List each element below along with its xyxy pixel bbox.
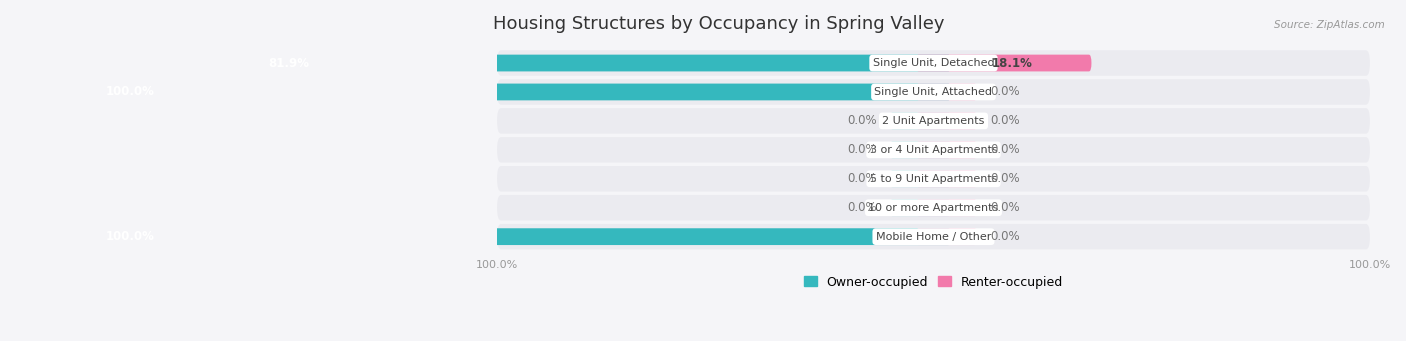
FancyBboxPatch shape [498,224,1369,249]
Text: Single Unit, Attached: Single Unit, Attached [875,87,993,97]
Text: 2 Unit Apartments: 2 Unit Apartments [883,116,984,126]
FancyBboxPatch shape [917,113,977,129]
Text: 0.0%: 0.0% [990,201,1019,214]
Text: Source: ZipAtlas.com: Source: ZipAtlas.com [1274,20,1385,30]
Text: 0.0%: 0.0% [848,115,877,128]
FancyBboxPatch shape [498,195,1369,220]
Text: 0.0%: 0.0% [848,143,877,156]
FancyBboxPatch shape [498,50,1369,76]
FancyBboxPatch shape [60,228,950,245]
FancyBboxPatch shape [917,55,1091,71]
FancyBboxPatch shape [917,84,977,100]
Legend: Owner-occupied, Renter-occupied: Owner-occupied, Renter-occupied [799,271,1069,294]
FancyBboxPatch shape [890,170,950,187]
Text: 18.1%: 18.1% [993,57,1033,70]
Text: 100.0%: 100.0% [105,230,155,243]
FancyBboxPatch shape [498,137,1369,163]
FancyBboxPatch shape [60,84,950,100]
Text: 0.0%: 0.0% [990,172,1019,185]
Text: 0.0%: 0.0% [990,230,1019,243]
FancyBboxPatch shape [498,108,1369,134]
FancyBboxPatch shape [890,142,950,158]
Text: 0.0%: 0.0% [990,115,1019,128]
Text: 0.0%: 0.0% [848,201,877,214]
Text: 100.0%: 100.0% [105,86,155,99]
Text: 10 or more Apartments: 10 or more Apartments [869,203,998,213]
FancyBboxPatch shape [498,166,1369,192]
Text: Housing Structures by Occupancy in Spring Valley: Housing Structures by Occupancy in Sprin… [492,15,945,33]
FancyBboxPatch shape [917,170,977,187]
FancyBboxPatch shape [498,79,1369,105]
FancyBboxPatch shape [219,55,950,71]
Text: 3 or 4 Unit Apartments: 3 or 4 Unit Apartments [869,145,997,155]
FancyBboxPatch shape [890,199,950,216]
FancyBboxPatch shape [890,113,950,129]
Text: Mobile Home / Other: Mobile Home / Other [876,232,991,242]
Text: 5 to 9 Unit Apartments: 5 to 9 Unit Apartments [870,174,997,184]
FancyBboxPatch shape [917,228,977,245]
Text: 0.0%: 0.0% [848,172,877,185]
FancyBboxPatch shape [917,199,977,216]
FancyBboxPatch shape [917,142,977,158]
Text: 81.9%: 81.9% [269,57,309,70]
Text: Single Unit, Detached: Single Unit, Detached [873,58,994,68]
Text: 0.0%: 0.0% [990,86,1019,99]
Text: 0.0%: 0.0% [990,143,1019,156]
